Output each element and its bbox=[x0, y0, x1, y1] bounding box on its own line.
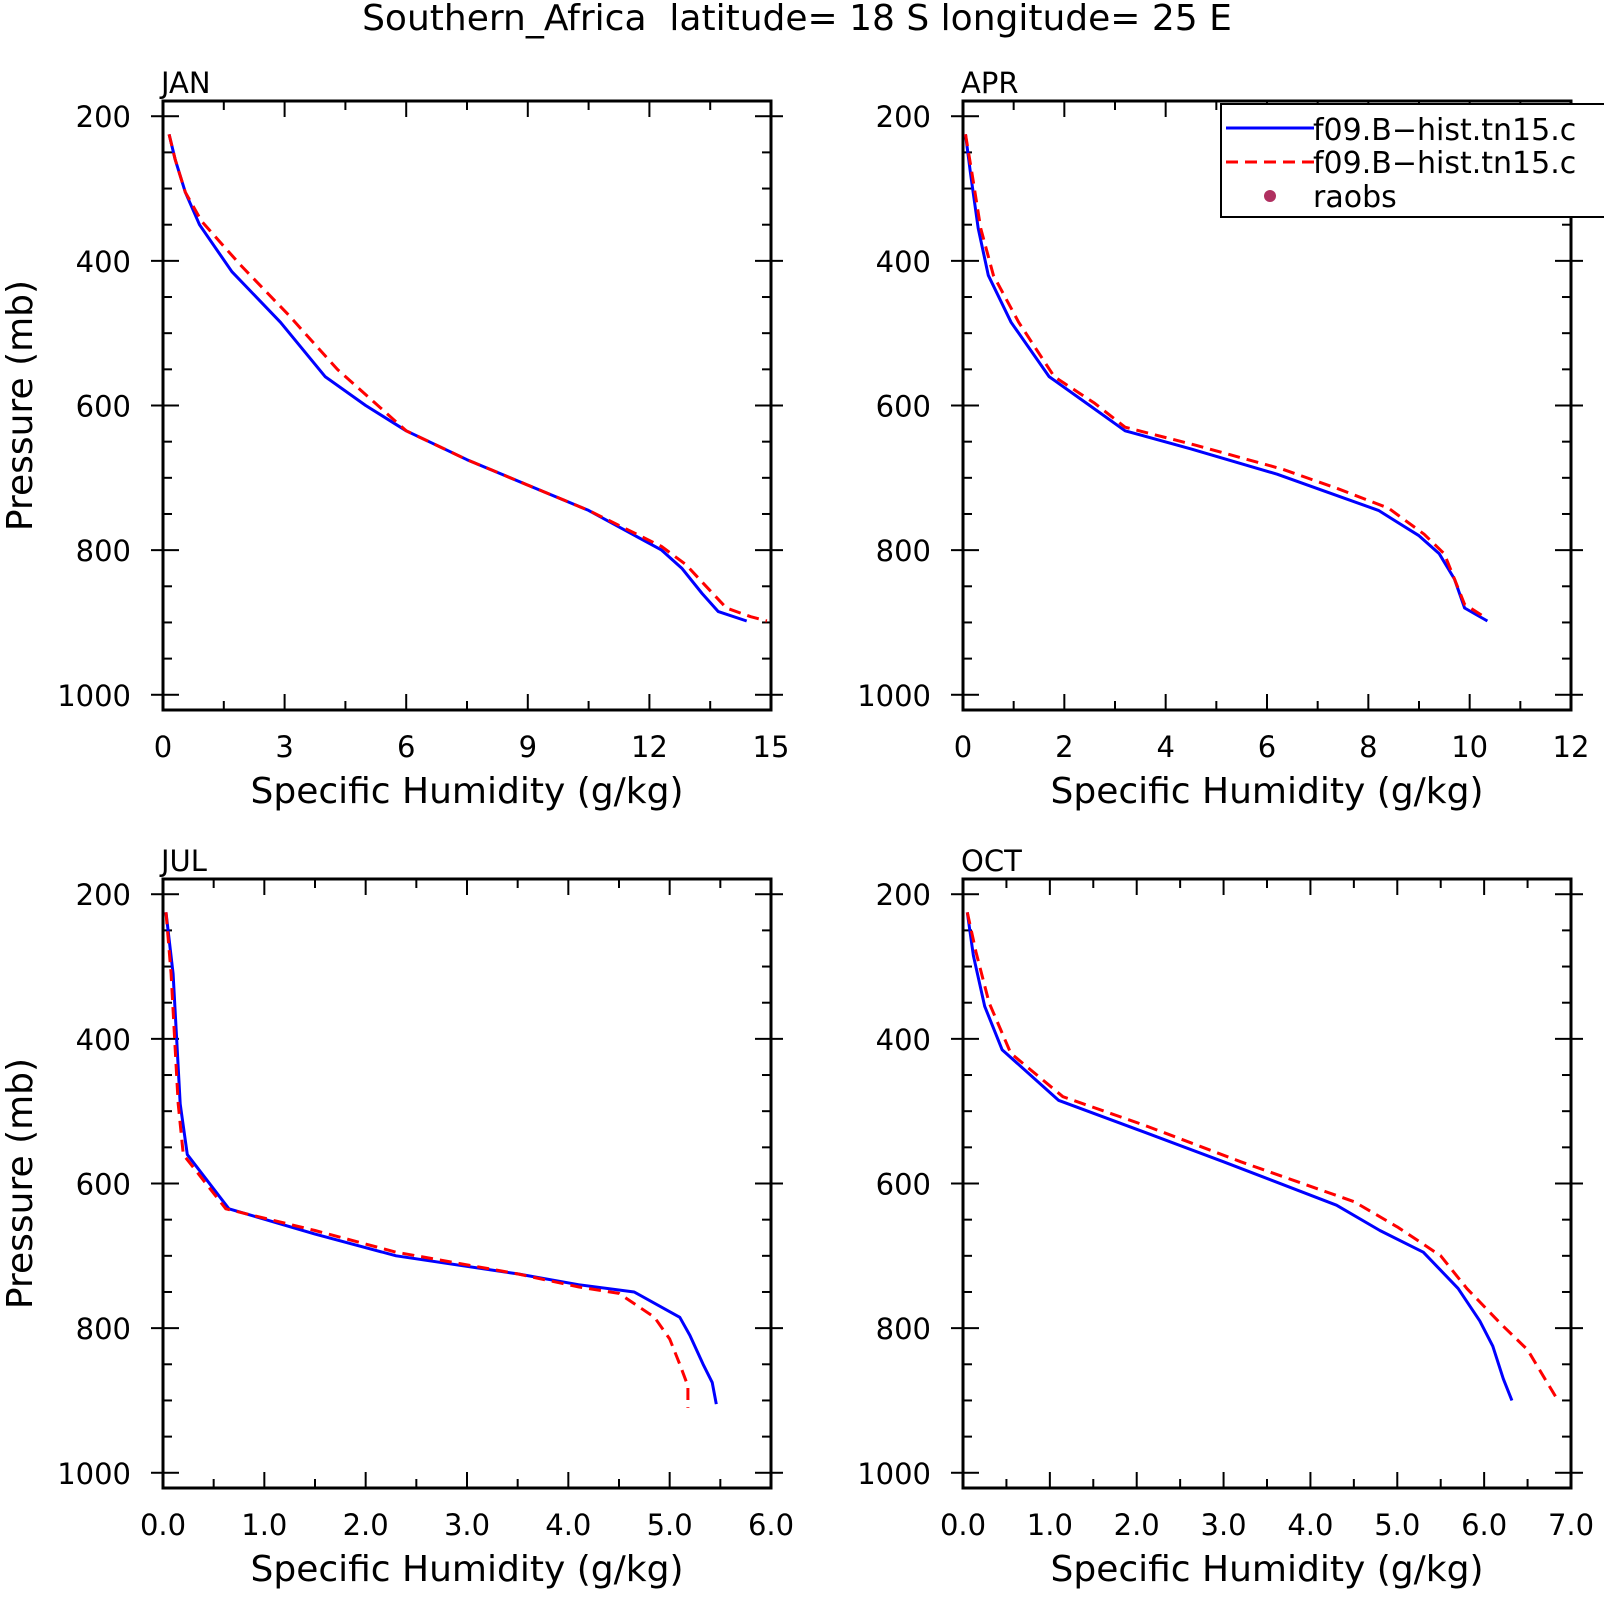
legend-swatch-dot bbox=[1264, 190, 1276, 202]
x-tick-label: 4 bbox=[1156, 730, 1174, 764]
legend: f09.B−hist.tn15.c f09.B−hist.tn15.c raob… bbox=[1220, 103, 1604, 218]
y-tick-label: 1000 bbox=[57, 679, 131, 713]
series-line-solid bbox=[164, 912, 718, 1405]
x-tick-label: 5.0 bbox=[1374, 1508, 1420, 1542]
y-tick-label: 200 bbox=[876, 100, 931, 134]
x-axis-label: Specific Humidity (g/kg) bbox=[250, 771, 683, 812]
panel-jan: JAN 0 3 6 9 12 15 200 400 600 800 1000 Specific Humi… bbox=[0, 66, 789, 812]
legend-label-raobs: raobs bbox=[1313, 180, 1397, 215]
x-tick-label: 12 bbox=[631, 730, 668, 764]
y-tick-label: 400 bbox=[76, 1023, 131, 1057]
y-tick-label: 400 bbox=[876, 245, 931, 279]
series-line-solid bbox=[167, 133, 748, 623]
x-tick-label: 10 bbox=[1451, 730, 1488, 764]
x-tick-label: 5.0 bbox=[647, 1508, 693, 1542]
y-tick-label: 800 bbox=[76, 534, 131, 568]
y-tick-label: 600 bbox=[76, 390, 131, 424]
x-tick-label: 4.0 bbox=[545, 1508, 591, 1542]
x-axis-label: Specific Humidity (g/kg) bbox=[250, 1549, 683, 1590]
y-tick-label: 800 bbox=[76, 1312, 131, 1346]
x-tick-label: 1.0 bbox=[1027, 1508, 1073, 1542]
y-tick-label: 200 bbox=[76, 878, 131, 912]
x-tick-label: 6.0 bbox=[1461, 1508, 1507, 1542]
figure-title: Southern_Africa latitude= 18 S longitude… bbox=[362, 0, 1232, 39]
x-tick-label: 2.0 bbox=[1114, 1508, 1160, 1542]
legend-label-dashed: f09.B−hist.tn15.c bbox=[1313, 146, 1576, 181]
x-axis-label: Specific Humidity (g/kg) bbox=[1050, 771, 1483, 812]
y-tick-label: 600 bbox=[876, 1168, 931, 1202]
plot-frame bbox=[161, 99, 773, 712]
x-tick-label: 4.0 bbox=[1287, 1508, 1333, 1542]
x-tick-label: 0.0 bbox=[140, 1508, 186, 1542]
panel-title: OCT bbox=[961, 844, 1022, 878]
series-line-dashed bbox=[965, 911, 1560, 1402]
y-tick-label: 400 bbox=[76, 245, 131, 279]
y-axis-label: Pressure (mb) bbox=[0, 280, 41, 531]
plot-frame bbox=[961, 877, 1573, 1490]
x-tick-label: 3.0 bbox=[444, 1508, 490, 1542]
y-tick-label: 1000 bbox=[857, 1457, 931, 1491]
series-line-solid bbox=[964, 134, 1489, 623]
x-tick-label: 2.0 bbox=[343, 1508, 389, 1542]
x-tick-label: 0 bbox=[154, 730, 172, 764]
x-tick-label: 12 bbox=[1553, 730, 1590, 764]
y-tick-label: 600 bbox=[76, 1168, 131, 1202]
series-line-dashed bbox=[964, 134, 1489, 621]
panel-jul: JUL 0.0 1.0 2.0 3.0 4.0 5.0 6.0 200 400 600 800 1000… bbox=[0, 844, 794, 1590]
x-tick-label: 0.0 bbox=[940, 1508, 986, 1542]
panel-title: APR bbox=[961, 66, 1018, 100]
panel-oct: OCT 0.0 1.0 2.0 3.0 4.0 5.0 6.0 7.0 200 400 600 800 1… bbox=[857, 844, 1594, 1590]
series-line-dashed bbox=[167, 133, 768, 623]
y-tick-label: 800 bbox=[876, 534, 931, 568]
x-axis-label: Specific Humidity (g/kg) bbox=[1050, 1549, 1483, 1590]
y-tick-label: 400 bbox=[876, 1023, 931, 1057]
x-tick-label: 3.0 bbox=[1201, 1508, 1247, 1542]
plot-frame bbox=[161, 877, 773, 1490]
panel-apr: APR 0 2 4 6 8 10 12 200 400 600 800 1000 Specific Hum… bbox=[857, 66, 1589, 812]
y-tick-label: 1000 bbox=[57, 1457, 131, 1491]
x-tick-label: 8 bbox=[1359, 730, 1377, 764]
panel-title: JUL bbox=[159, 844, 207, 878]
y-tick-label: 200 bbox=[76, 100, 131, 134]
series-line-dashed bbox=[164, 912, 690, 1408]
legend-label-solid: f09.B−hist.tn15.c bbox=[1313, 113, 1576, 148]
y-tick-label: 600 bbox=[876, 390, 931, 424]
panel-title: JAN bbox=[159, 66, 211, 100]
x-tick-label: 15 bbox=[753, 730, 790, 764]
x-tick-label: 7.0 bbox=[1548, 1508, 1594, 1542]
x-tick-label: 3 bbox=[275, 730, 293, 764]
y-tick-label: 800 bbox=[876, 1312, 931, 1346]
x-tick-label: 6 bbox=[397, 730, 415, 764]
series-line-solid bbox=[965, 912, 1514, 1402]
x-tick-label: 0 bbox=[954, 730, 972, 764]
x-tick-label: 6.0 bbox=[748, 1508, 794, 1542]
x-tick-label: 6 bbox=[1258, 730, 1276, 764]
y-tick-label: 200 bbox=[876, 878, 931, 912]
x-tick-label: 9 bbox=[519, 730, 537, 764]
y-axis-label: Pressure (mb) bbox=[0, 1058, 41, 1309]
x-tick-label: 2 bbox=[1055, 730, 1073, 764]
x-tick-label: 1.0 bbox=[241, 1508, 287, 1542]
y-tick-label: 1000 bbox=[857, 679, 931, 713]
